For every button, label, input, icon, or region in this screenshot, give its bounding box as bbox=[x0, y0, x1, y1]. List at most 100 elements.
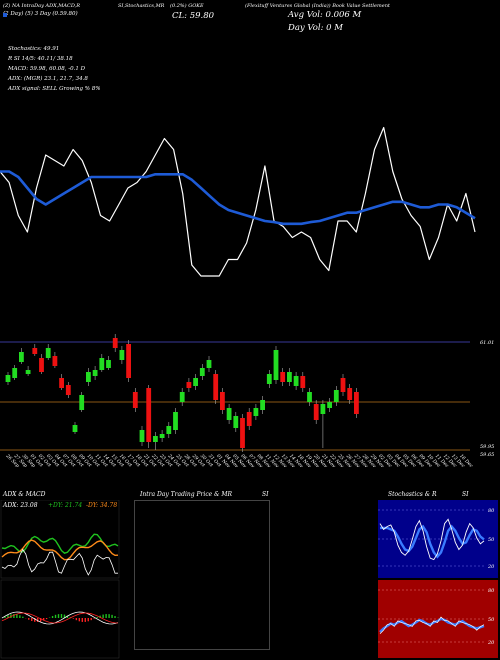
price-line bbox=[0, 126, 476, 277]
rsi-level-label: 50 bbox=[488, 617, 495, 623]
candle-body bbox=[233, 416, 239, 428]
candle-body bbox=[280, 372, 286, 382]
y-tick-label: 59.95 bbox=[480, 444, 494, 450]
candle-body bbox=[273, 350, 279, 380]
candle-body bbox=[159, 434, 165, 438]
stoch-d-line bbox=[380, 524, 485, 559]
candle-body bbox=[240, 418, 245, 448]
candle-body bbox=[132, 392, 138, 408]
candle-body bbox=[106, 360, 111, 368]
candle-body bbox=[166, 426, 172, 434]
candle-body bbox=[32, 348, 38, 354]
candle-body bbox=[300, 376, 306, 388]
candle-body bbox=[226, 408, 232, 420]
candle-body bbox=[99, 358, 105, 370]
candle-body bbox=[266, 374, 272, 384]
macd-readout: MACD: 59.98, 60.08, -0.1 D bbox=[8, 66, 86, 72]
candle-body bbox=[12, 368, 18, 378]
candle-body bbox=[65, 385, 71, 395]
candle-body bbox=[59, 378, 64, 388]
price-overlay-chart bbox=[0, 126, 476, 277]
candle-body bbox=[246, 412, 252, 426]
header-line1-d: (Flexituff Ventures Global (India)) Book… bbox=[245, 3, 390, 9]
pdi-value: +DY: 21.74 bbox=[48, 502, 83, 509]
candle-body bbox=[199, 368, 205, 376]
candle-body bbox=[340, 378, 346, 392]
adx-macd-title: ADX & MACD bbox=[3, 491, 46, 498]
stoch-level-label: 80 bbox=[488, 508, 495, 514]
rsi-level-label: 20 bbox=[487, 640, 495, 646]
candle-body bbox=[193, 378, 198, 386]
stoch-rsi-title-suffix: SI bbox=[462, 491, 469, 498]
candle-body bbox=[25, 370, 31, 374]
candle-body bbox=[39, 358, 44, 372]
candle-body bbox=[347, 388, 353, 400]
avg-volume: Avg Vol: 0.006 M bbox=[288, 10, 362, 20]
adx-frame bbox=[0, 500, 120, 579]
candle-body bbox=[173, 412, 178, 430]
adx-value: ADX: 23.08 bbox=[3, 502, 38, 509]
candle-body bbox=[86, 372, 91, 382]
candle-body bbox=[45, 348, 51, 358]
stoch-rsi-title: Stochastics & R bbox=[388, 491, 437, 498]
candle-body bbox=[327, 402, 332, 408]
adx-line bbox=[1, 548, 118, 576]
rsi-level-label: 80 bbox=[488, 588, 495, 594]
candle-body bbox=[119, 350, 125, 360]
stoch-k-line bbox=[379, 518, 485, 561]
mdi-line bbox=[1, 539, 119, 561]
candle-body bbox=[92, 370, 98, 376]
y-tick-label: 61.01 bbox=[480, 340, 494, 346]
candle-body bbox=[293, 376, 299, 386]
macd-frame bbox=[0, 579, 120, 659]
candle-body bbox=[186, 382, 192, 388]
stoch-level-label: 20 bbox=[487, 564, 495, 570]
stoch-level-label: 50 bbox=[488, 537, 495, 543]
mdi-value: -DY: 34.78 bbox=[86, 502, 118, 509]
candle-body bbox=[307, 392, 312, 402]
candle-body bbox=[253, 408, 259, 416]
candle-body bbox=[220, 392, 225, 410]
candle-body bbox=[146, 388, 152, 442]
adx-signal: ADX signal: SELL Growing % 8% bbox=[8, 86, 101, 92]
legend-swatch bbox=[3, 13, 7, 17]
candle-body bbox=[112, 338, 118, 348]
stochastics-rsi-panel: 80 50 20 80 50 20 bbox=[378, 500, 498, 658]
header-line2: (2 Day) (5) 3 Day (0.59.80) bbox=[3, 11, 78, 17]
y-tick-label: 59.65 bbox=[480, 452, 494, 458]
candle-body bbox=[79, 395, 85, 410]
candle-body bbox=[333, 390, 339, 402]
intraday-title-suffix: SI bbox=[262, 491, 269, 498]
header-line1-a: (Z) NA IntraDay ADX,MACD,R bbox=[3, 3, 81, 9]
candle-body bbox=[153, 436, 158, 442]
mrsi-line bbox=[379, 616, 485, 635]
candle-body bbox=[139, 430, 145, 442]
candle-body bbox=[126, 344, 131, 378]
candle-body bbox=[52, 356, 58, 366]
candle-body bbox=[320, 404, 326, 414]
header-line1-b: SI,Stochastics,MR bbox=[118, 3, 165, 9]
intraday-panel bbox=[134, 500, 270, 650]
close-price: CL: 59.80 bbox=[172, 11, 215, 21]
candle-body bbox=[72, 425, 78, 432]
header-line1-c: (0.2%) GOKE bbox=[170, 3, 204, 9]
candle-body bbox=[313, 404, 319, 420]
candle-body bbox=[206, 360, 212, 368]
candle-body bbox=[287, 372, 292, 382]
day-volume: Day Vol: 0 M bbox=[288, 23, 343, 33]
intraday-title: Intra Day Trading Price & MR bbox=[140, 491, 233, 498]
adx-macd-panel bbox=[0, 500, 120, 659]
candle-body bbox=[179, 392, 185, 402]
rsi-readout: R SI 14/5: 40.11/ 38.18 bbox=[8, 56, 73, 62]
candle-body bbox=[260, 400, 265, 410]
macd-line bbox=[1, 611, 119, 625]
candle-body bbox=[5, 375, 11, 382]
stoch-readout: Stochastics: 49.91 bbox=[8, 46, 60, 52]
candle-body bbox=[354, 392, 359, 414]
adx-readout: ADX: (MGR) 23.1, 21.7, 34.8 bbox=[8, 76, 88, 82]
moving-average-line bbox=[0, 170, 476, 226]
candle-body bbox=[213, 374, 219, 400]
candle-body bbox=[19, 352, 24, 362]
macd-signal-line bbox=[1, 612, 119, 624]
